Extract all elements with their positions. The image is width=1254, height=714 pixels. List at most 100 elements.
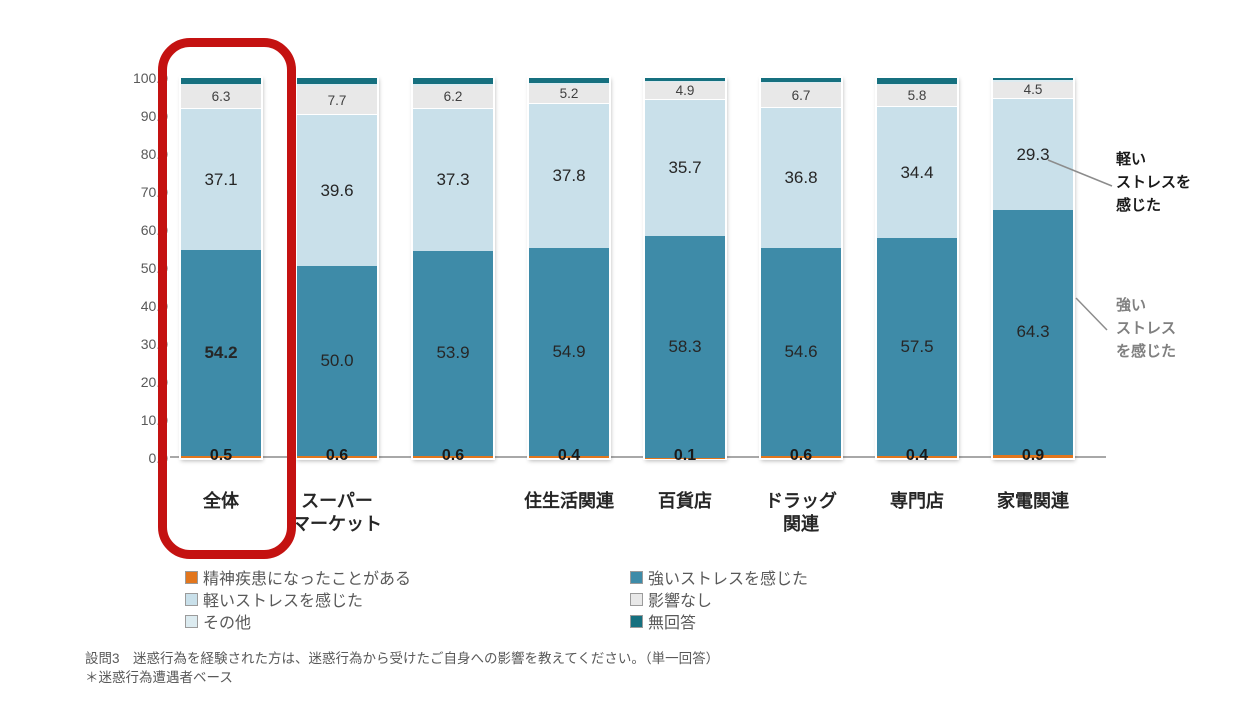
bar-segment: 36.8	[761, 108, 841, 249]
legend-item: 影響なし	[630, 589, 713, 610]
annotation-strong-stress: 強い ストレス を感じた	[1116, 297, 1177, 360]
bar-segment: 64.3	[993, 210, 1073, 455]
value-label-bottom: 0.4	[557, 447, 581, 464]
bar-column-8: 64.3 29.3 4.5	[993, 78, 1073, 458]
x-axis-label: ドラッグ 関連	[765, 491, 837, 534]
value-label: 6.7	[791, 87, 811, 103]
x-axis-label: 百貨店	[658, 491, 712, 511]
bar-segment: 4.9	[645, 81, 725, 101]
bar-segment: 6.7	[761, 82, 841, 109]
bar-column-2: 50.0 39.6 7.7	[297, 78, 377, 458]
bar-segment	[181, 456, 261, 458]
value-label-bottom: 0.5	[209, 447, 233, 464]
value-label-bottom: 0.6	[789, 447, 813, 464]
value-label: 6.2	[443, 89, 463, 105]
bar-segment	[297, 78, 377, 85]
value-label: 64.3	[1016, 322, 1050, 342]
value-label: 6.3	[211, 89, 231, 105]
bar-segment: 39.6	[297, 115, 377, 266]
y-axis-tick-label: 10.0	[140, 412, 168, 428]
value-label-bottom: 0.6	[325, 447, 349, 464]
y-axis-tick-label: 90.0	[140, 108, 168, 124]
legend-swatch	[185, 614, 198, 628]
bar-segment: 5.2	[529, 84, 609, 105]
value-label: 36.8	[784, 168, 818, 188]
bar-segment: 50.0	[297, 265, 377, 456]
bar-segment: 29.3	[993, 98, 1073, 211]
bar-segment	[529, 78, 609, 84]
y-axis-tick-label: 20.0	[140, 374, 168, 390]
legend-item: 無回答	[630, 611, 696, 632]
legend-item: その他	[185, 611, 252, 632]
x-axis-line	[170, 456, 1106, 458]
value-label: 58.3	[668, 336, 702, 356]
legend-swatch	[630, 614, 643, 628]
value-label: 37.3	[436, 170, 470, 190]
y-axis-tick-label: 30.0	[140, 336, 168, 352]
bar-column-3: 53.9 37.3 6.2	[413, 78, 493, 458]
value-label: 4.5	[1023, 82, 1043, 98]
x-axis-label: 家電関連	[997, 491, 1069, 511]
y-axis-tick-label: 0.0	[148, 450, 168, 466]
legend-label: その他	[203, 615, 252, 632]
bar-segment	[297, 455, 377, 458]
bar-segment: 54.6	[761, 248, 841, 456]
value-label: 29.3	[1016, 144, 1050, 164]
legend-label: 影響なし	[648, 593, 713, 610]
value-label: 35.7	[668, 158, 702, 178]
bar-segment	[877, 83, 957, 86]
value-label: 37.8	[552, 166, 586, 186]
value-label: 5.8	[907, 88, 927, 104]
legend-item: 軽いストレスを感じた	[185, 589, 363, 610]
bar-segment	[645, 81, 725, 82]
value-label: 50.0	[320, 350, 354, 370]
bar-segment	[181, 78, 261, 84]
legend-label: 精神疾患になったことがある	[203, 571, 412, 588]
bar-column-1: 54.2 37.1 6.3	[181, 78, 261, 458]
legend-label: 強いストレスを感じた	[648, 571, 809, 588]
bar-segment	[761, 81, 841, 83]
value-label-bottom: 0.6	[441, 447, 465, 464]
caption-question-text: 設問3 迷惑行為を経験された方は、迷惑行為から受けたご自身への影響を教えてくださ…	[85, 651, 720, 666]
y-axis-tick-label: 70.0	[140, 184, 168, 200]
caption-base-note: ＊迷惑行為遭遇者ベース	[85, 670, 233, 685]
bar-segment: 37.1	[181, 109, 261, 251]
legend-item: 強いストレスを感じた	[630, 567, 809, 588]
bar-segment: 5.8	[877, 85, 957, 108]
bar-column-7: 57.5 34.4 5.8	[877, 78, 957, 458]
y-axis-tick-label: 60.0	[140, 222, 168, 238]
bar-segment	[877, 78, 957, 84]
bar-segment: 57.5	[877, 237, 957, 457]
x-axis-label: 全体	[203, 491, 239, 511]
value-label: 7.7	[327, 92, 347, 108]
value-label-bottom: 0.1	[673, 447, 697, 464]
bar-segment	[413, 455, 493, 458]
x-axis-label: 住生活関連	[524, 491, 614, 511]
bar-segment: 7.7	[297, 86, 377, 116]
bar-segment	[645, 78, 725, 82]
bar-segment	[297, 84, 377, 87]
legend-swatch	[185, 592, 198, 606]
value-label: 53.9	[436, 343, 470, 363]
bar-column-4: 54.9 37.8 5.2	[529, 78, 609, 458]
value-label: 39.6	[320, 180, 354, 200]
bar-segment: 53.9	[413, 250, 493, 456]
value-label-bottom: 0.9	[1021, 447, 1045, 464]
bar-segment: 37.3	[413, 109, 493, 251]
bar-segment	[529, 456, 609, 458]
legend-swatch	[630, 570, 643, 584]
bar-segment	[529, 83, 609, 85]
bar-segment	[761, 78, 841, 82]
value-label: 5.2	[559, 86, 579, 102]
bar-segment	[761, 455, 841, 458]
bar-segment: 6.2	[413, 85, 493, 110]
bar-segment: 58.3	[645, 236, 725, 458]
legend-swatch	[630, 592, 643, 606]
legend-swatch	[185, 570, 198, 584]
bar-column-6: 54.6 36.8 6.7	[761, 78, 841, 458]
x-axis-label: 専門店	[890, 491, 944, 511]
bar-segment	[993, 79, 1073, 82]
y-axis-tick-label: 100.0	[132, 70, 168, 86]
bar-segment: 37.8	[529, 104, 609, 248]
